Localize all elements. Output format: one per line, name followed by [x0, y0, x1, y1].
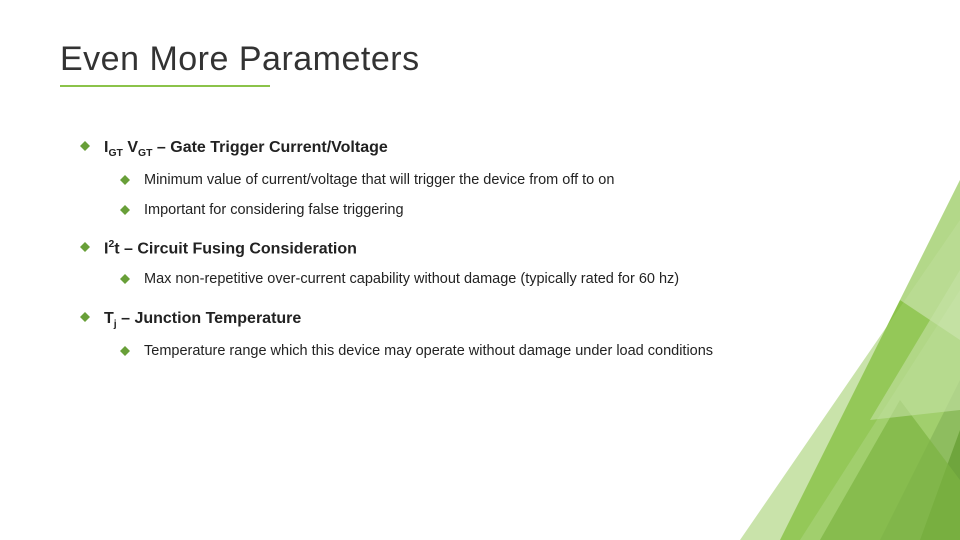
- diamond-bullet-icon: [80, 141, 90, 151]
- diamond-bullet-icon: [80, 242, 90, 252]
- list-item: Tj – Junction Temperature: [80, 308, 780, 332]
- param-label: IGT VGT – Gate Trigger Current/Voltage: [104, 137, 388, 161]
- param-group-igt-vgt: IGT VGT – Gate Trigger Current/Voltage M…: [80, 137, 780, 220]
- list-item: IGT VGT – Gate Trigger Current/Voltage: [80, 137, 780, 161]
- param-group-i2t: I2t – Circuit Fusing Consideration Max n…: [80, 238, 780, 289]
- title-underline: [60, 85, 270, 87]
- diamond-bullet-icon: [80, 312, 90, 322]
- list-item: Minimum value of current/voltage that wi…: [120, 171, 780, 191]
- param-label: Tj – Junction Temperature: [104, 308, 301, 332]
- param-desc: Important for considering false triggeri…: [144, 201, 404, 221]
- param-group-tj: Tj – Junction Temperature Temperature ra…: [80, 308, 780, 362]
- diamond-bullet-icon: [120, 205, 130, 215]
- param-label: I2t – Circuit Fusing Consideration: [104, 238, 357, 260]
- list-item: Important for considering false triggeri…: [120, 201, 780, 221]
- list-item: Temperature range which this device may …: [120, 342, 780, 362]
- param-desc: Temperature range which this device may …: [144, 342, 713, 362]
- slide: Even More Parameters IGT VGT – Gate Trig…: [0, 0, 960, 540]
- diamond-bullet-icon: [120, 346, 130, 356]
- diamond-bullet-icon: [120, 175, 130, 185]
- param-desc: Max non-repetitive over-current capabili…: [144, 270, 679, 290]
- slide-title: Even More Parameters: [60, 40, 900, 79]
- diamond-bullet-icon: [120, 274, 130, 284]
- param-desc: Minimum value of current/voltage that wi…: [144, 171, 614, 191]
- list-item: I2t – Circuit Fusing Consideration: [80, 238, 780, 260]
- slide-content: IGT VGT – Gate Trigger Current/Voltage M…: [60, 137, 900, 362]
- list-item: Max non-repetitive over-current capabili…: [120, 270, 780, 290]
